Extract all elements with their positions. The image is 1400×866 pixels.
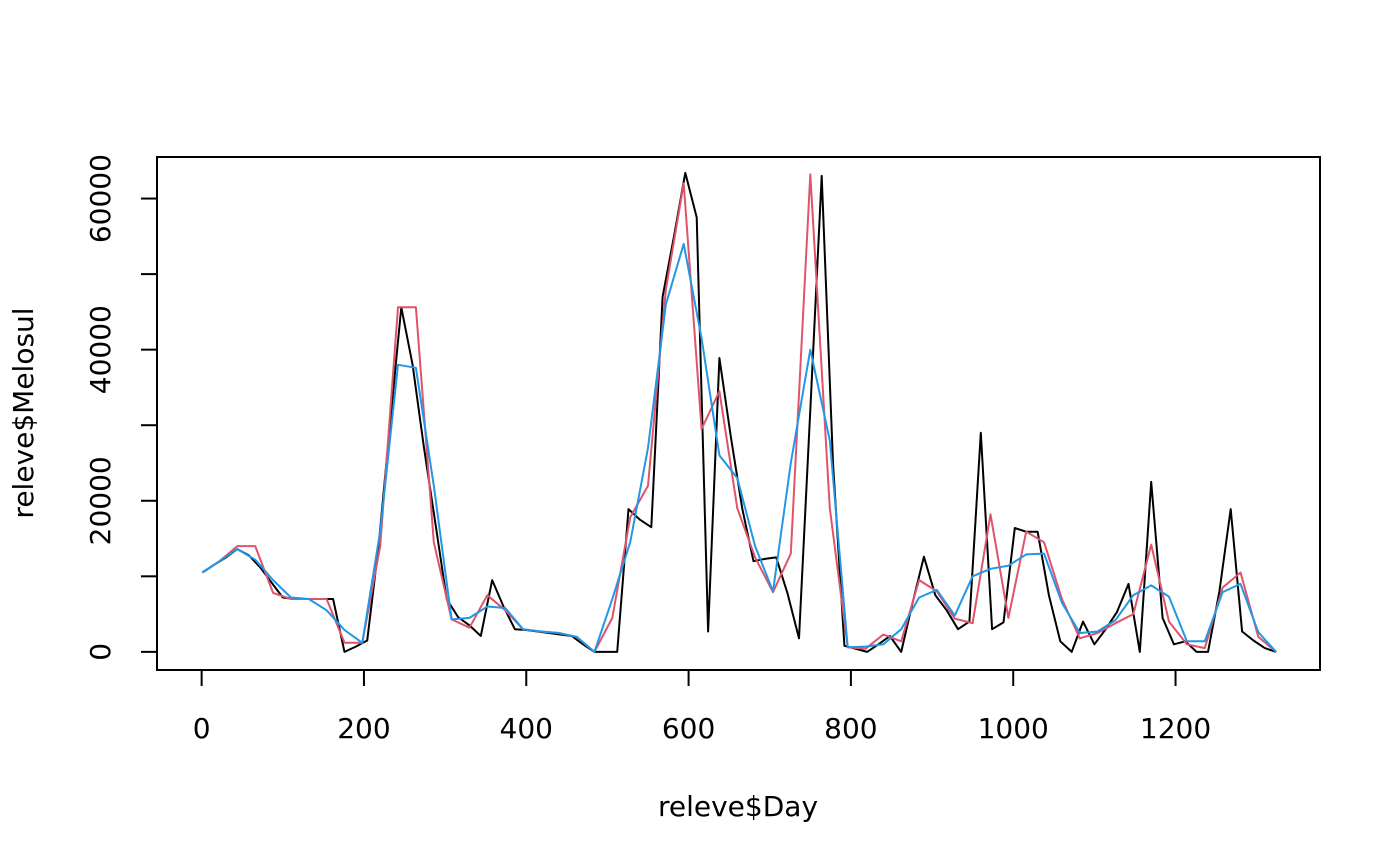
- y-tick-label: 60000: [84, 154, 117, 243]
- series-line-2: [201, 173, 1277, 653]
- y-axis: 0 20000 40000 60000: [84, 154, 158, 661]
- x-tick-label: 1200: [1140, 712, 1211, 745]
- series-line-1: [201, 171, 1277, 653]
- y-tick-label: 40000: [84, 305, 117, 394]
- x-tick-label: 400: [500, 712, 553, 745]
- series-layer: [201, 171, 1277, 653]
- y-axis-label: releve$Melosul: [7, 307, 40, 518]
- x-axis: 0 200 400 600 800 1000 1200: [193, 669, 1211, 745]
- y-tick-label: 0: [84, 643, 117, 661]
- x-tick-label: 1000: [978, 712, 1049, 745]
- plot-frame: [156, 156, 1321, 671]
- x-axis-label: releve$Day: [658, 790, 818, 823]
- x-tick-label: 200: [337, 712, 390, 745]
- x-tick-label: 600: [662, 712, 715, 745]
- x-tick-label: 800: [824, 712, 877, 745]
- series-line-3: [201, 242, 1277, 653]
- y-tick-label: 20000: [84, 456, 117, 545]
- x-tick-label: 0: [193, 712, 211, 745]
